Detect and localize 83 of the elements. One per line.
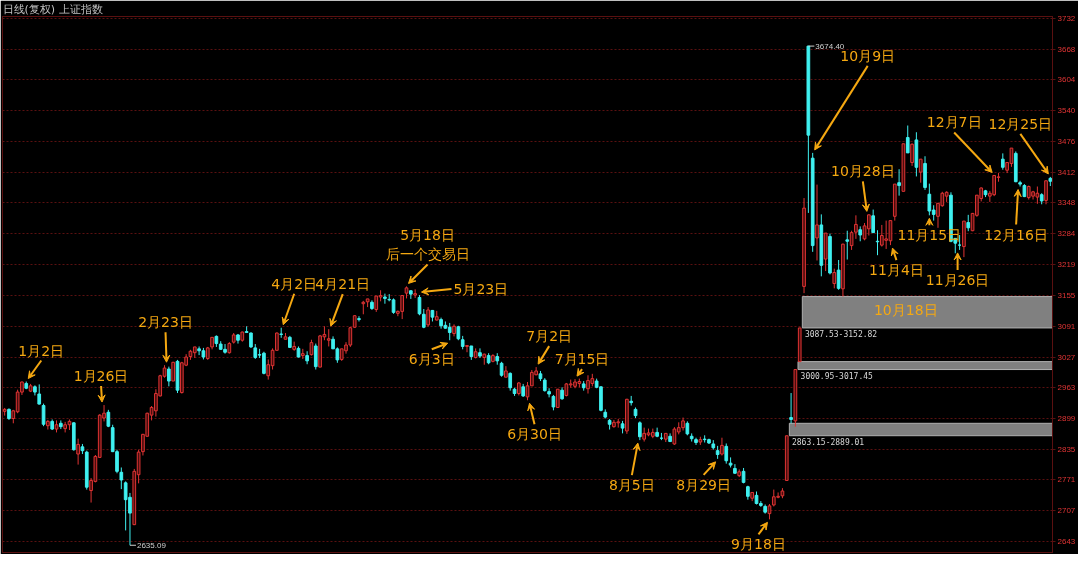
band-label: 3087.53-3152.82	[804, 329, 878, 339]
annotation: 12月25日	[988, 115, 1053, 132]
annotation: 6月30日	[507, 426, 562, 443]
candlestick	[555, 388, 560, 409]
annotation: 8月29日	[676, 476, 731, 493]
candlestick	[1009, 147, 1014, 168]
y-tick-label: 3732	[1057, 13, 1076, 23]
annotation: 9月18日	[731, 536, 786, 553]
candlestick	[638, 420, 642, 441]
y-tick-label: 3219	[1057, 260, 1076, 270]
annotation: 2635.09	[136, 540, 167, 550]
y-tick-label: 3476	[1057, 136, 1076, 146]
y-tick-label: 2899	[1057, 414, 1076, 423]
y-tick-label: 3348	[1057, 198, 1076, 208]
annotation: 2月23日	[138, 314, 193, 331]
candlestick	[897, 168, 901, 197]
annotation: 7月15日	[554, 351, 610, 368]
candlestick	[76, 438, 80, 466]
y-tick-label: 3284	[1057, 229, 1076, 239]
candlestick	[508, 371, 513, 392]
y-tick-label: 3540	[1057, 106, 1076, 116]
candlestick	[197, 345, 201, 356]
annotation: 1月26日	[73, 368, 129, 385]
candlestick	[383, 293, 387, 305]
candlestick	[888, 220, 893, 246]
candlestick	[167, 366, 171, 387]
band-label: 2863.15-2889.01	[791, 437, 865, 447]
candlestick	[879, 224, 884, 248]
annotation: 7月2日	[526, 328, 573, 345]
candlestick	[400, 294, 405, 320]
candlestick	[357, 315, 361, 322]
candlestick	[305, 350, 309, 365]
candlestick	[586, 374, 590, 395]
y-tick-label: 3027	[1057, 352, 1076, 362]
candlestick	[313, 343, 318, 371]
candlestick	[832, 268, 837, 289]
candlestick	[478, 347, 482, 359]
annotation: 3674.40	[815, 41, 845, 51]
candlestick	[905, 125, 910, 154]
candlestick	[884, 220, 888, 250]
annotation: 10月18日	[873, 301, 938, 318]
candlestick	[465, 344, 469, 353]
annotation: 10月28日	[831, 163, 895, 180]
candlestick	[910, 142, 914, 167]
annotation: 5月23日	[453, 281, 509, 298]
band-label: 3000.95-3017.45	[800, 371, 874, 381]
candlestick	[789, 392, 793, 424]
candlestick	[41, 403, 46, 427]
candlestick	[845, 230, 850, 261]
annotation: 4月21日	[315, 276, 371, 293]
candlestick	[46, 419, 50, 431]
candlestick	[1044, 180, 1048, 205]
candlestick	[724, 442, 729, 465]
candlestick	[815, 184, 819, 261]
candlestick	[836, 259, 841, 291]
y-tick-label: 2963	[1057, 383, 1076, 393]
y-tick-label: 2643	[1057, 536, 1076, 546]
candlestick	[918, 158, 923, 184]
y-tick-label: 3155	[1057, 291, 1076, 301]
y-tick-label: 3412	[1057, 167, 1076, 177]
annotation: 6月3日	[408, 351, 455, 368]
annotation: 8月5日	[608, 477, 655, 494]
y-tick-label: 2707	[1057, 506, 1076, 516]
chart-title: 日线(复权) 上证指数	[2, 3, 103, 16]
candlestick	[702, 434, 707, 444]
candlestick	[37, 383, 42, 406]
candlestick	[871, 209, 876, 234]
annotation: 11月4日	[869, 262, 924, 279]
candlestick	[867, 213, 871, 237]
annotation: 12月16日	[984, 226, 1048, 243]
annotation: 12月7日	[926, 114, 982, 131]
annotation: 5月18日后一个交易日	[385, 227, 470, 263]
candlestick	[223, 343, 227, 355]
candlestick	[417, 294, 422, 316]
y-tick-label: 3604	[1057, 75, 1076, 85]
y-tick-label: 3091	[1057, 321, 1076, 331]
candlestick	[927, 183, 932, 216]
candlestick	[426, 306, 430, 328]
annotation: 11月26日	[925, 271, 990, 288]
annotation: 1月2日	[18, 342, 65, 359]
y-tick-label: 3668	[1057, 44, 1076, 54]
y-tick-label: 2835	[1057, 444, 1076, 454]
y-tick-label: 2771	[1057, 475, 1076, 485]
